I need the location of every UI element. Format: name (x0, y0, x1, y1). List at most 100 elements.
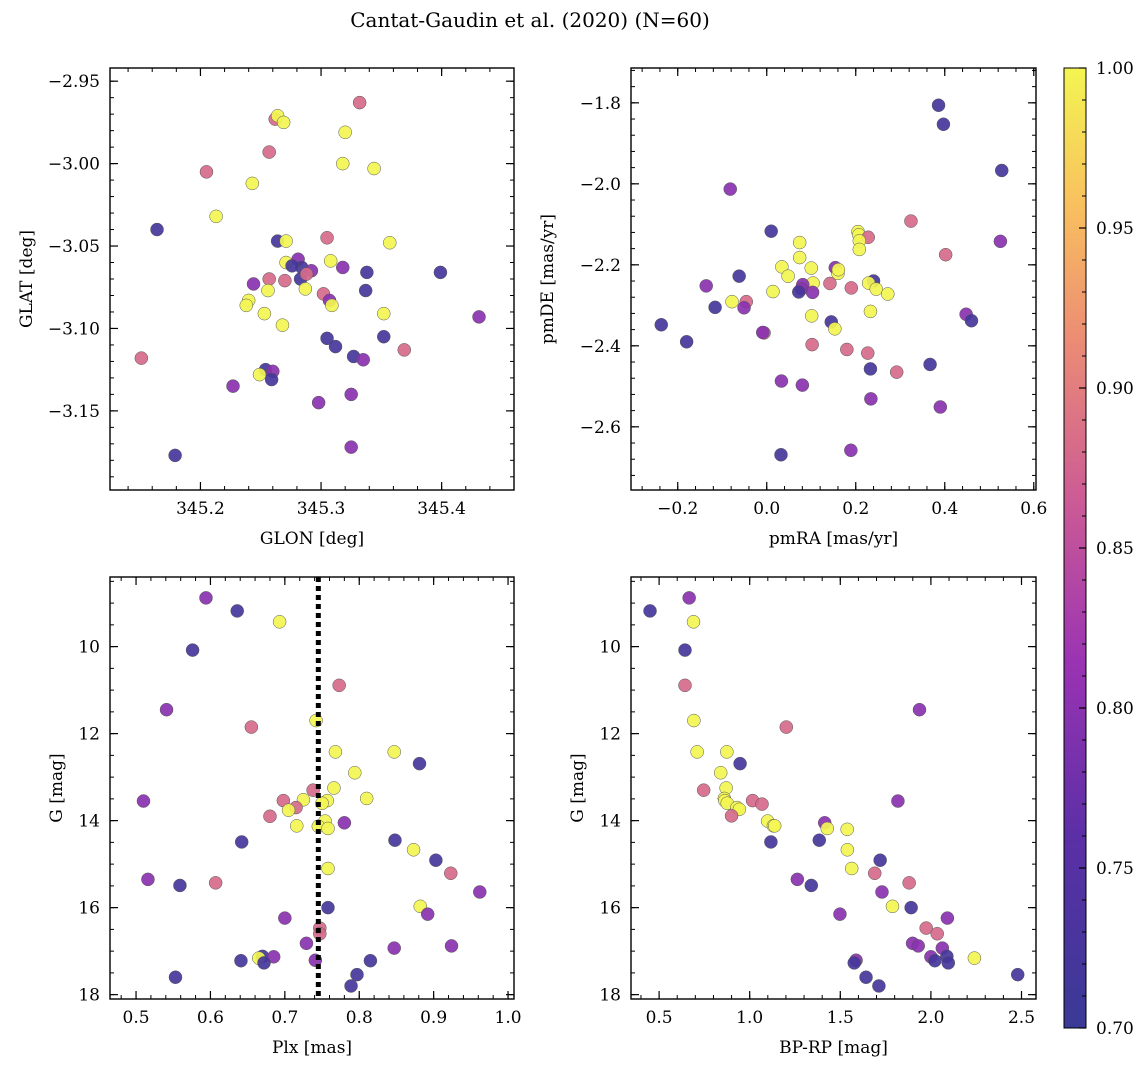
scatter-point (833, 907, 847, 921)
scatter-point (902, 876, 916, 890)
scatter-point (805, 285, 820, 300)
y-axis-label: G [mag] (568, 753, 588, 822)
scatter-point (363, 953, 378, 968)
scatter-point (429, 853, 443, 867)
scatter-point (444, 939, 459, 953)
scatter-point (323, 254, 338, 268)
scatter-point (699, 279, 713, 293)
y-tick-label: 16 (599, 899, 621, 919)
scatter-point (234, 835, 249, 849)
y-tick-label: −1.8 (580, 94, 621, 114)
scatter-point (733, 756, 747, 771)
scatter-point (779, 720, 794, 734)
scatter-point (911, 939, 925, 953)
scatter-point (350, 967, 364, 982)
scatter-point (199, 165, 214, 179)
y-tick-label: 18 (78, 986, 100, 1006)
scatter-point (388, 833, 402, 847)
x-axis-label: Plx [mas] (272, 1038, 352, 1058)
scatter-point (298, 282, 313, 296)
scatter-point (792, 250, 807, 265)
scatter-point (278, 273, 292, 288)
scatter-point (654, 318, 669, 332)
scatter-point (185, 643, 200, 657)
colorbar-tick-label: 1.00 (1096, 59, 1134, 79)
scatter-point (344, 440, 358, 454)
scatter-point (873, 853, 887, 867)
scatter-point (257, 956, 271, 970)
scatter-point (820, 821, 834, 836)
scatter-point (327, 781, 341, 795)
scatter-point (687, 713, 701, 728)
y-tick-label: −3.10 (48, 319, 100, 339)
scatter-point (708, 300, 722, 315)
x-axis-label: pmRA [mas/yr] (769, 529, 898, 549)
scatter-point (967, 951, 982, 965)
scatter-point (321, 900, 335, 915)
scatter-point (869, 282, 883, 296)
scatter-point (159, 702, 174, 717)
scatter-point (844, 281, 859, 295)
figure-title: Cantat-Gaudin et al. (2020) (N=60) (350, 8, 710, 32)
x-tick-label: 0.7 (271, 1008, 298, 1028)
scatter-point (872, 979, 886, 993)
scatter-point (904, 900, 918, 915)
panel-glon-glat: 345.2 345.3 345.4 −2.95 −3.00 −3.05 −3.10 −3.15… (17, 67, 515, 549)
scatter-point (936, 117, 951, 132)
scatter-point (230, 604, 244, 618)
x-tick-label: 345.2 (176, 499, 225, 519)
scatter-point (764, 835, 778, 849)
scatter-point (889, 365, 904, 379)
scatter-point (383, 235, 397, 250)
scatter-point (686, 615, 701, 629)
x-tick-label: 0.6 (197, 1008, 224, 1028)
scatter-point (792, 285, 806, 299)
scatter-point (767, 819, 782, 833)
y-tick-label: 12 (78, 725, 100, 745)
scatter-point (397, 343, 412, 357)
scatter-point (348, 766, 362, 780)
scatter-point (299, 936, 314, 951)
scatter-point (352, 95, 367, 110)
scatter-point (245, 176, 260, 191)
scatter-point (861, 346, 875, 360)
scatter-point (690, 745, 704, 759)
x-tick-label: 0.6 (1020, 499, 1047, 519)
scatter-point (275, 318, 290, 332)
scatter-point (766, 284, 780, 299)
scatter-point (643, 604, 657, 618)
scatter-point (420, 907, 435, 921)
axes-frame (109, 67, 515, 491)
x-tick-label: 1.0 (495, 1008, 522, 1028)
x-tick-label: 1.5 (827, 1008, 854, 1028)
scatter-point (272, 615, 287, 629)
scatter-point (332, 678, 346, 693)
scatter-point (262, 145, 276, 159)
scatter-point (755, 797, 769, 811)
colorbar-tick-label: 0.70 (1096, 1019, 1134, 1039)
x-tick-label: 2.5 (1008, 1008, 1035, 1028)
scatter-point (209, 209, 223, 224)
x-tick-label: 0.0 (753, 499, 780, 519)
scatter-point (234, 953, 248, 968)
x-axis-label: GLON [deg] (260, 529, 364, 549)
scatter-point (904, 214, 918, 228)
scatter-point (804, 878, 819, 893)
scatter-point (344, 387, 358, 402)
scatter-point (863, 362, 878, 376)
y-tick-label: 18 (599, 986, 621, 1006)
scatter-point (299, 267, 314, 281)
scatter-point (831, 262, 846, 277)
scatter-point (804, 261, 818, 275)
colorbar-tick-label: 0.90 (1096, 379, 1134, 399)
scatter-point (867, 866, 882, 881)
scatter-point (755, 325, 770, 340)
scatter-point (281, 803, 296, 817)
y-axis-label: G [mag] (47, 753, 67, 822)
scatter-point (863, 304, 878, 319)
scatter-point (931, 98, 946, 113)
scatter-point (285, 259, 299, 273)
scatter-point (919, 921, 933, 935)
scatter-point (257, 306, 272, 321)
scatter-point (828, 322, 842, 336)
